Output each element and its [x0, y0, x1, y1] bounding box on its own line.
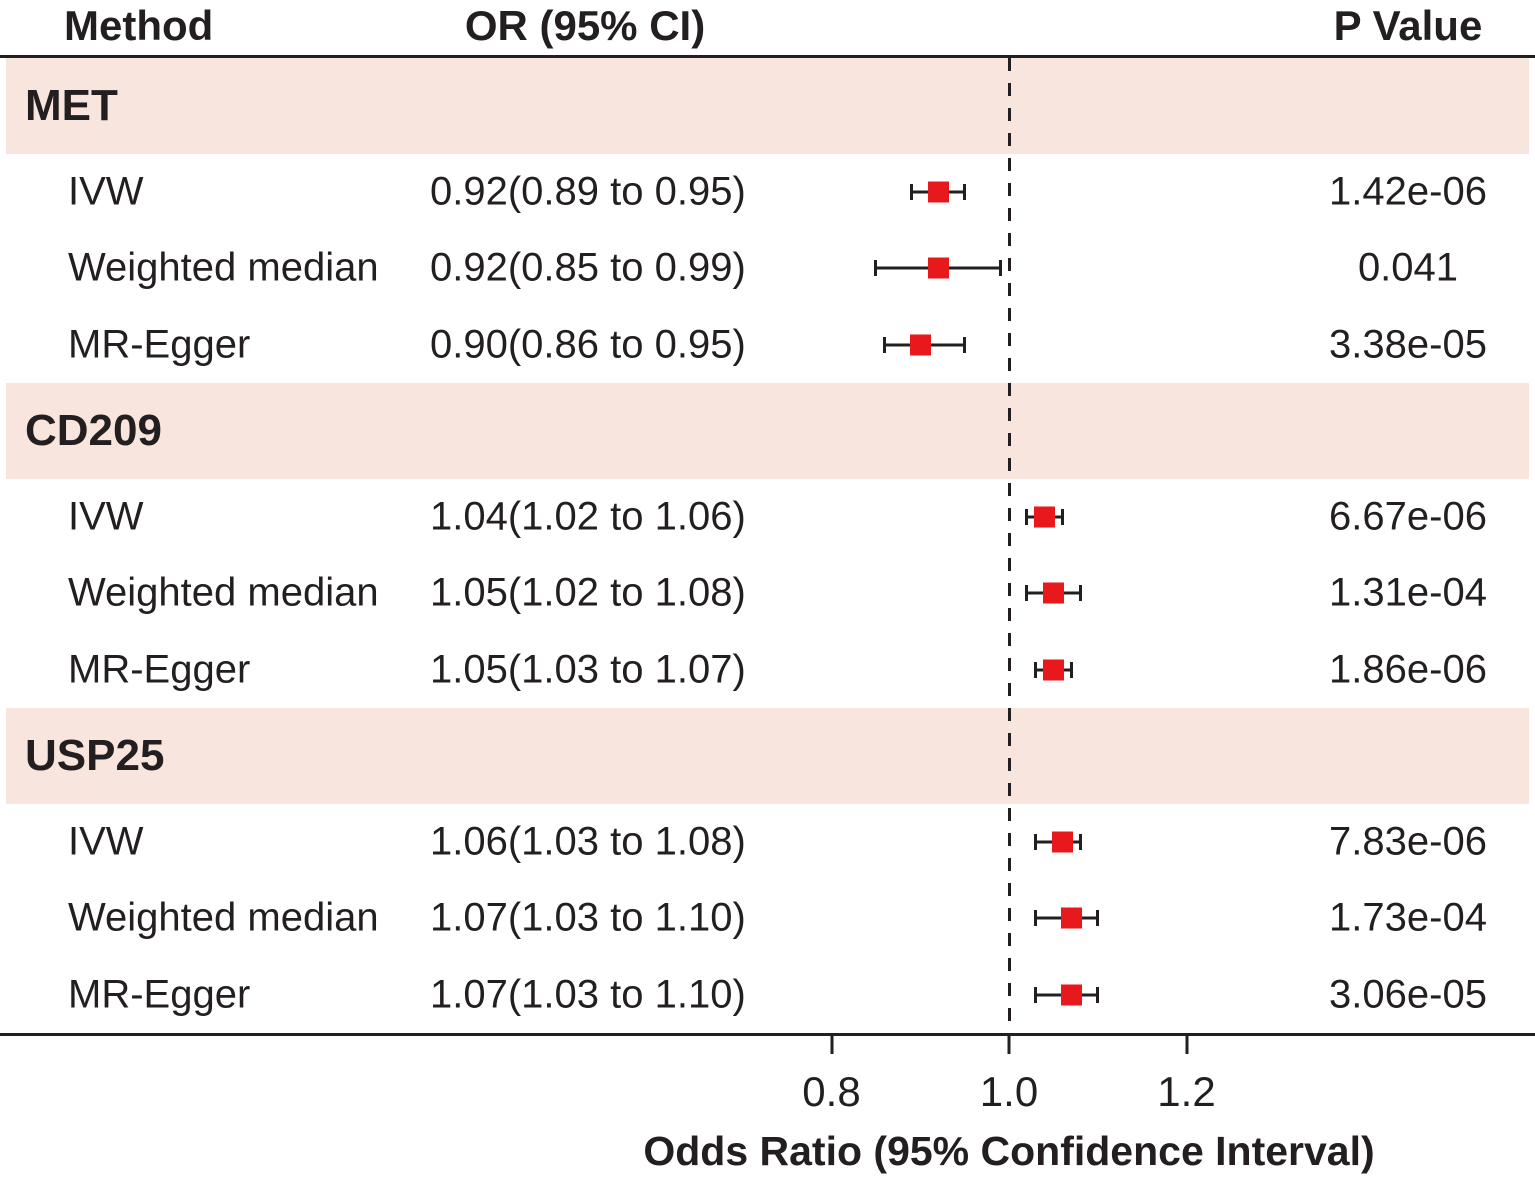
or-point-marker — [927, 181, 949, 203]
p-value: 3.06e-05 — [1329, 972, 1487, 1017]
ci-cap-right — [1069, 661, 1073, 678]
group-label: USP25 — [25, 731, 165, 780]
method-label: IVW — [68, 819, 144, 864]
group-label: MET — [25, 81, 118, 130]
or-ci-value: 1.06(1.03 to 1.08) — [430, 819, 746, 864]
or-ci-value: 1.07(1.03 to 1.10) — [430, 972, 746, 1017]
table-row: IVW 0.92(0.89 to 0.95) 1.42e-06 — [0, 154, 1535, 230]
forest-marker — [0, 230, 1535, 306]
or-point-marker — [1034, 506, 1055, 528]
table-row: MR-Egger 1.05(1.03 to 1.07) 1.86e-06 — [0, 632, 1535, 708]
ci-cap-right — [1078, 834, 1082, 851]
reference-line-1.0 — [1007, 58, 1011, 1036]
method-label: Weighted median — [68, 895, 379, 940]
or-point-marker — [1060, 907, 1082, 929]
p-value: 1.31e-04 — [1329, 570, 1487, 615]
or-point-marker — [927, 257, 949, 279]
axis-tick — [1185, 1036, 1188, 1054]
or-point-marker — [1051, 831, 1073, 853]
or-ci-value: 0.92(0.89 to 0.95) — [430, 169, 746, 214]
or-ci-value: 1.07(1.03 to 1.10) — [430, 895, 746, 940]
or-ci-value: 1.04(1.02 to 1.06) — [430, 494, 746, 539]
or-ci-value: 1.05(1.02 to 1.08) — [430, 570, 746, 615]
group-cd209: CD209 IVW 1.04(1.02 to 1.06) 6.67e-06 We… — [0, 383, 1535, 708]
group-band: CD209 — [6, 383, 1529, 479]
or-point-marker — [909, 334, 931, 356]
or-ci-value: 0.90(0.86 to 0.95) — [430, 322, 746, 367]
group-rows: IVW 0.92(0.89 to 0.95) 1.42e-06 Weighted… — [0, 154, 1535, 383]
group-label: CD209 — [25, 406, 162, 455]
table-row: IVW 1.04(1.02 to 1.06) 6.67e-06 — [0, 479, 1535, 555]
method-label: IVW — [68, 169, 144, 214]
forest-marker — [0, 632, 1535, 708]
forest-marker — [0, 307, 1535, 383]
ci-cap-left — [909, 184, 913, 201]
p-value: 7.83e-06 — [1329, 819, 1487, 864]
group-band: USP25 — [6, 708, 1529, 804]
table-row: Weighted median 1.05(1.02 to 1.08) 1.31e… — [0, 555, 1535, 631]
table-row: MR-Egger 0.90(0.86 to 0.95) 3.38e-05 — [0, 307, 1535, 383]
forest-marker — [0, 804, 1535, 880]
column-header-method: Method — [64, 2, 214, 49]
x-axis-title: Odds Ratio (95% Confidence Interval) — [643, 1128, 1375, 1174]
method-label: Weighted median — [68, 245, 379, 290]
or-point-marker — [1060, 984, 1082, 1006]
forest-marker — [0, 957, 1535, 1033]
ci-cap-right — [963, 336, 967, 353]
table-row: MR-Egger 1.07(1.03 to 1.10) 3.06e-05 — [0, 957, 1535, 1033]
or-point-marker — [1042, 582, 1064, 604]
forest-marker — [0, 880, 1535, 956]
method-label: MR-Egger — [68, 647, 251, 692]
or-ci-value: 0.92(0.85 to 0.99) — [430, 245, 746, 290]
axis-tick — [830, 1036, 833, 1054]
ci-cap-right — [963, 184, 967, 201]
axis-tick-label: 0.8 — [802, 1068, 861, 1115]
p-value: 0.041 — [1357, 245, 1459, 290]
ci-cap-right — [998, 260, 1002, 277]
p-value: 6.67e-06 — [1329, 494, 1487, 539]
ci-cap-left — [1025, 585, 1029, 602]
ci-cap-right — [1096, 986, 1100, 1003]
ci-cap-left — [1034, 910, 1038, 927]
ci-cap-left — [1034, 834, 1038, 851]
group-band: MET — [6, 58, 1529, 154]
group-rows: IVW 1.06(1.03 to 1.08) 7.83e-06 Weighted… — [0, 804, 1535, 1033]
group-met: MET IVW 0.92(0.89 to 0.95) 1.42e-06 Weig… — [0, 58, 1535, 383]
ci-cap-left — [883, 336, 887, 353]
method-label: MR-Egger — [68, 972, 251, 1017]
p-value: 1.73e-04 — [1329, 895, 1487, 940]
forest-marker — [0, 555, 1535, 631]
group-rows: IVW 1.04(1.02 to 1.06) 6.67e-06 Weighted… — [0, 479, 1535, 708]
p-value: 1.86e-06 — [1329, 647, 1487, 692]
ci-cap-left — [1034, 986, 1038, 1003]
forest-marker — [0, 479, 1535, 555]
table-row: IVW 1.06(1.03 to 1.08) 7.83e-06 — [0, 804, 1535, 880]
axis-tick — [1007, 1036, 1011, 1054]
table-header: Method OR (95% CI) P Value — [0, 0, 1535, 58]
axis-tick-label: 1.0 — [979, 1068, 1039, 1115]
column-header-or-ci: OR (95% CI) — [464, 2, 706, 49]
ci-cap-left — [1025, 509, 1029, 526]
x-axis: 0.8 1.0 1.2 Odds Ratio (95% Confidence I… — [0, 1033, 1535, 1182]
p-value: 3.38e-05 — [1329, 322, 1487, 367]
axis-tick-label: 1.2 — [1157, 1068, 1216, 1115]
method-label: Weighted median — [68, 570, 379, 615]
or-ci-value: 1.05(1.03 to 1.07) — [430, 647, 746, 692]
forest-marker — [0, 154, 1535, 230]
or-point-marker — [1042, 659, 1064, 681]
ci-cap-right — [1078, 585, 1082, 602]
ci-cap-right — [1096, 910, 1100, 927]
ci-cap-left — [874, 260, 878, 277]
table-row: Weighted median 1.07(1.03 to 1.10) 1.73e… — [0, 880, 1535, 956]
method-label: IVW — [68, 494, 144, 539]
group-usp25: USP25 IVW 1.06(1.03 to 1.08) 7.83e-06 We… — [0, 708, 1535, 1033]
p-value: 1.42e-06 — [1329, 169, 1487, 214]
method-label: MR-Egger — [68, 322, 251, 367]
ci-cap-left — [1034, 661, 1038, 678]
column-header-p-value: P Value — [1333, 2, 1483, 49]
ci-cap-right — [1060, 509, 1064, 526]
table-row: Weighted median 0.92(0.85 to 0.99) 0.041 — [0, 230, 1535, 306]
